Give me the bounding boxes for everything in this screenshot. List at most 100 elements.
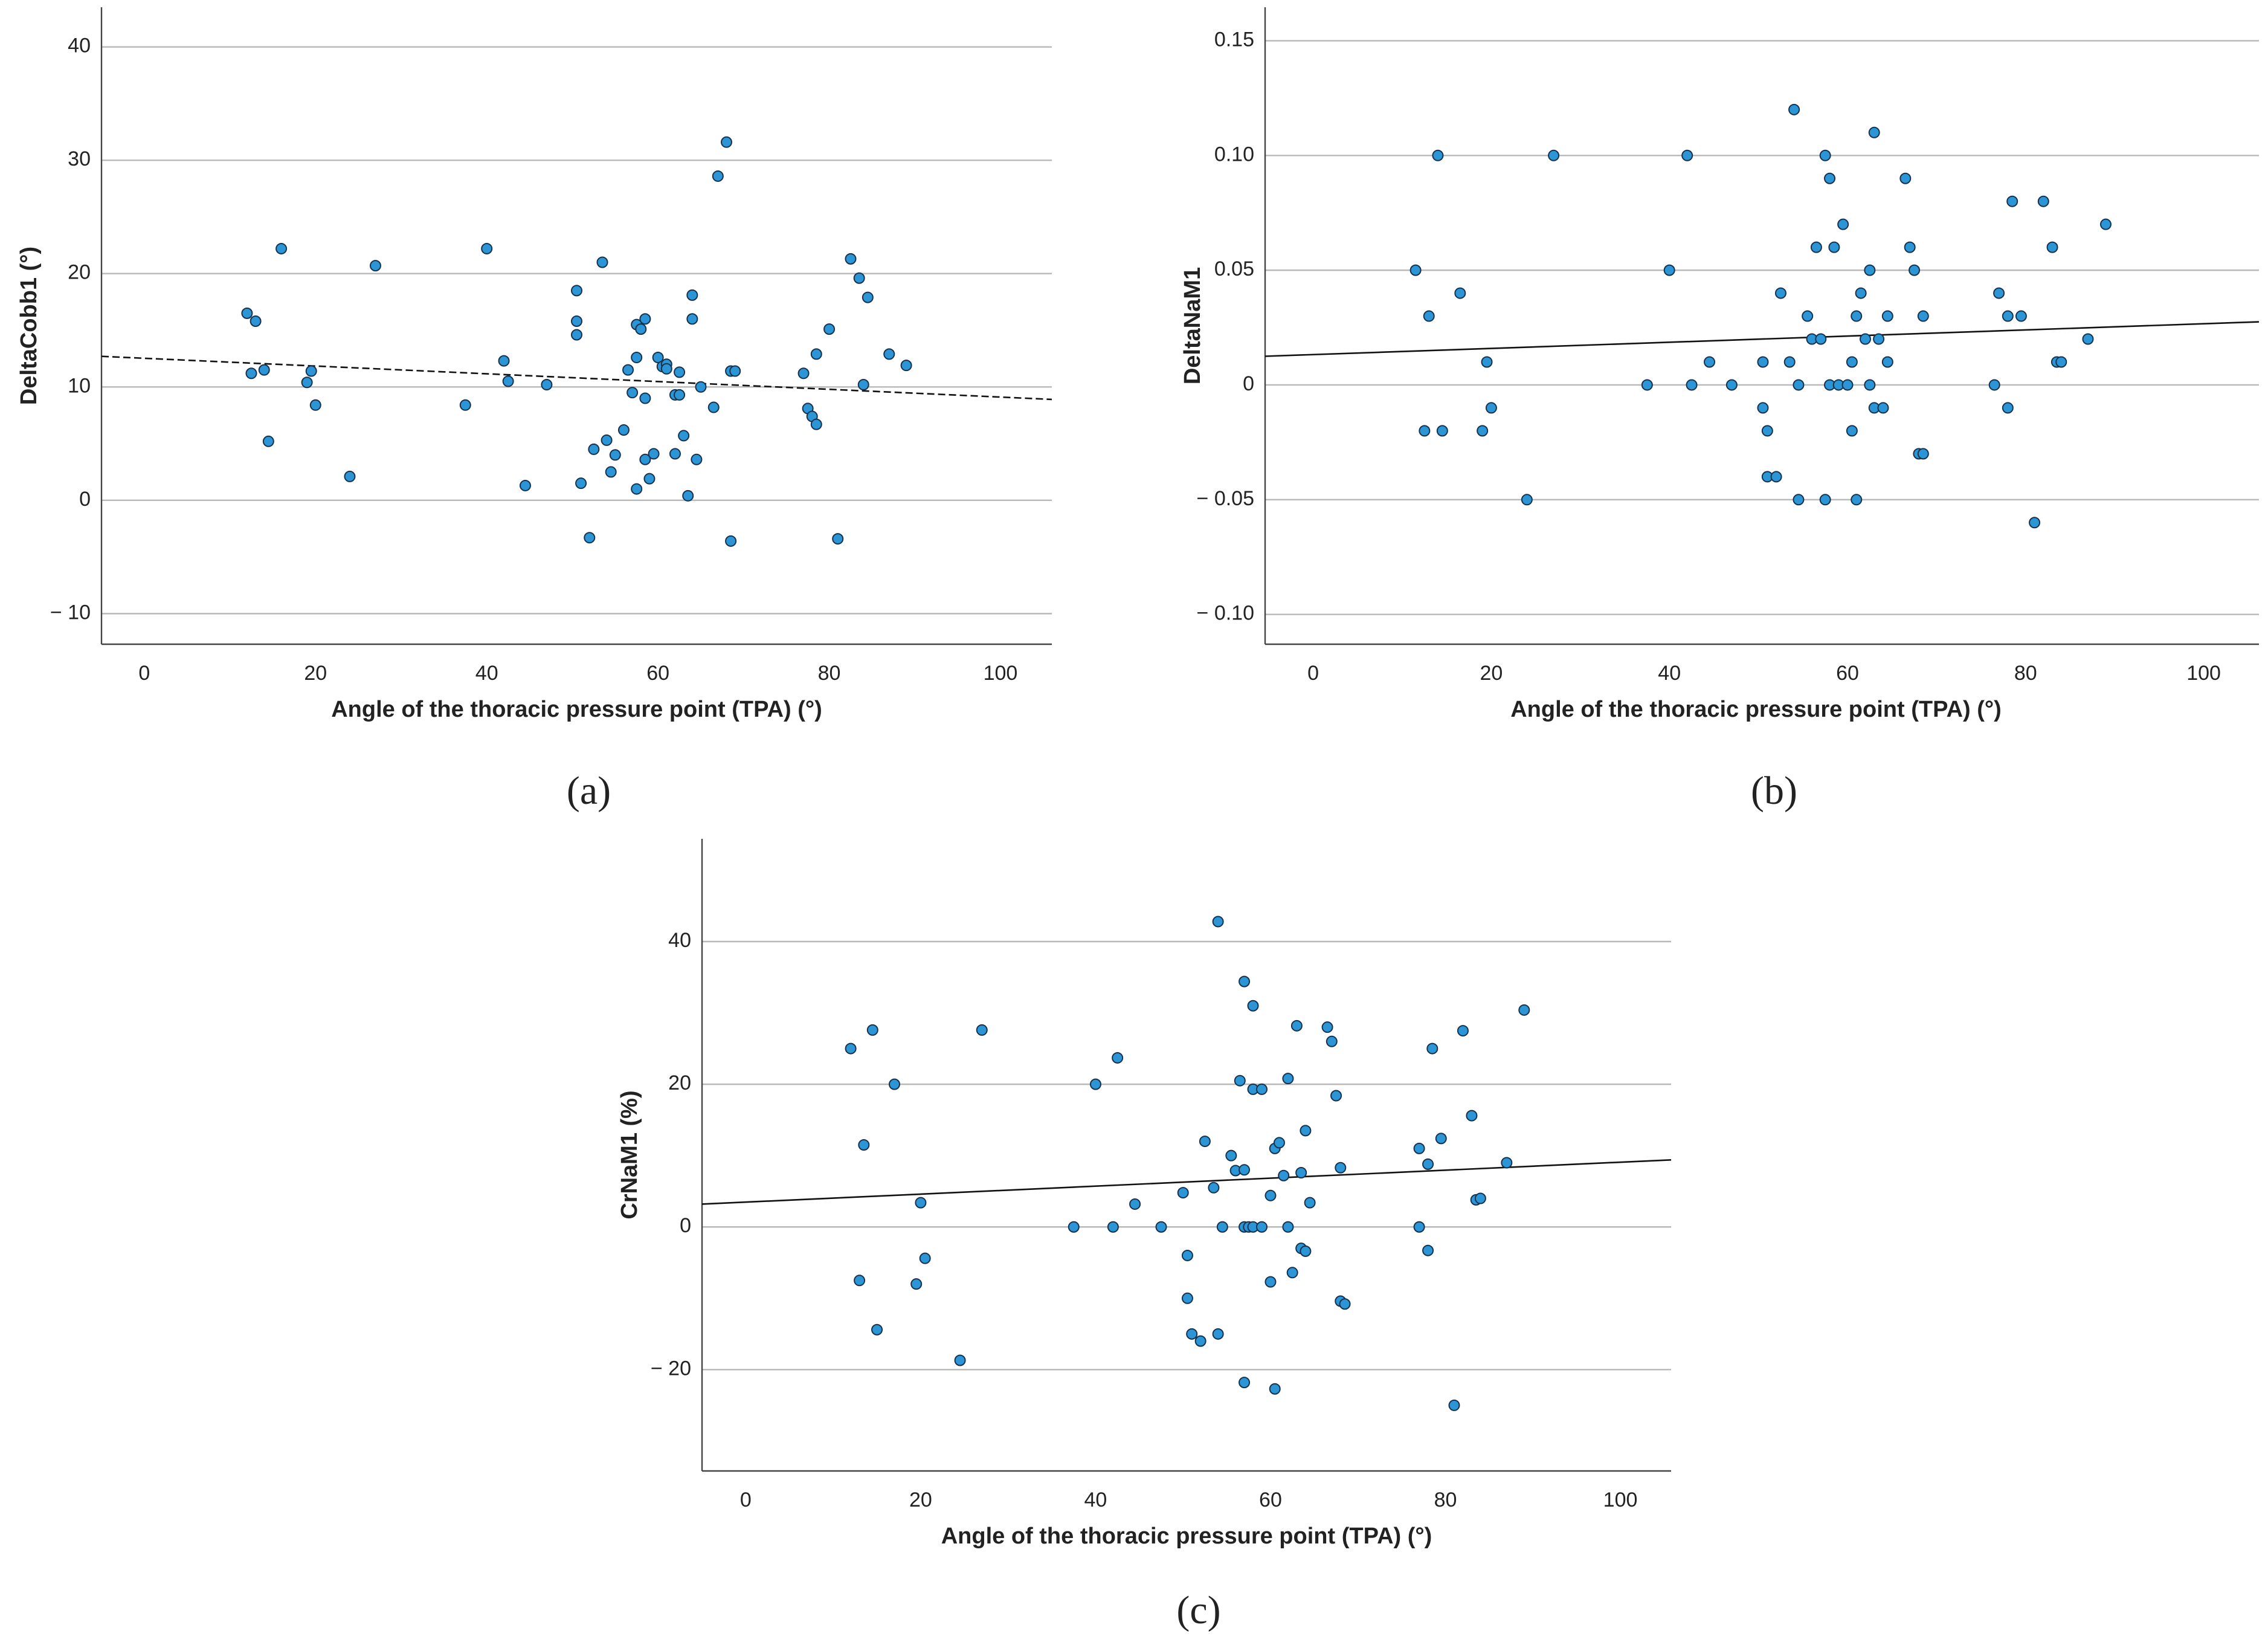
data-point [627, 387, 639, 399]
data-point [1208, 1181, 1220, 1194]
data-point [1300, 1125, 1312, 1137]
data-point [707, 401, 720, 413]
y-tick-label: − 10 [50, 601, 91, 624]
data-point [845, 253, 857, 265]
data-point [1899, 172, 1912, 184]
data-point [635, 323, 647, 335]
data-point [919, 1252, 931, 1264]
y-tick-label: 40 [68, 34, 91, 57]
y-tick-label: 0 [1243, 372, 1254, 395]
data-point [652, 352, 664, 364]
data-point [1851, 310, 1863, 322]
data-point [648, 448, 660, 460]
x-axis-title: Angle of the thoracic pressure point (TP… [331, 697, 822, 722]
data-point [1851, 494, 1863, 506]
data-point [832, 533, 844, 545]
data-point [1286, 1267, 1298, 1279]
data-point [845, 1042, 857, 1055]
data-point [669, 448, 681, 460]
panel-caption: (a) [567, 769, 611, 813]
data-point [862, 291, 874, 303]
data-point [1448, 1399, 1460, 1411]
data-point [1454, 287, 1466, 299]
data-point [1774, 287, 1786, 299]
data-point [858, 1139, 870, 1151]
data-point [631, 352, 643, 364]
data-point [519, 479, 531, 491]
y-tick-label: 0 [680, 1214, 691, 1237]
data-point [584, 532, 596, 544]
data-point [596, 256, 608, 268]
data-point [810, 348, 822, 360]
data-point [1474, 1192, 1486, 1204]
data-point [660, 363, 672, 375]
data-point [797, 367, 810, 380]
data-point [1868, 126, 1880, 138]
data-point [639, 453, 651, 465]
data-point [883, 348, 895, 360]
x-axis-title: Angle of the thoracic pressure point (TP… [1510, 697, 2002, 722]
data-point [1129, 1198, 1141, 1210]
data-point [502, 375, 514, 387]
data-point [459, 399, 471, 411]
data-point [866, 1024, 878, 1036]
data-point [1255, 1221, 1268, 1233]
data-point [1783, 356, 1796, 368]
x-tick-label: 0 [1307, 662, 1319, 685]
data-point [305, 365, 317, 377]
data-point [853, 272, 865, 284]
data-point [810, 418, 822, 430]
data-point [575, 477, 587, 490]
data-point [1501, 1157, 1513, 1169]
data-point [1300, 1245, 1312, 1257]
data-point [241, 307, 253, 319]
data-point [1107, 1221, 1119, 1233]
x-axis-title: Angle of the thoracic pressure point (TP… [941, 1524, 1432, 1549]
data-point [1686, 379, 1698, 391]
data-point [1234, 1075, 1246, 1087]
data-point [1725, 379, 1738, 391]
data-point [729, 365, 741, 377]
data-point [1335, 1162, 1347, 1174]
x-tick-label: 40 [1658, 662, 1681, 685]
data-point [720, 136, 732, 148]
data-point [1810, 241, 1822, 253]
data-point [301, 377, 313, 389]
y-tick-label: 0.15 [1214, 28, 1254, 51]
panel-caption: (b) [1751, 769, 1797, 813]
data-point [915, 1197, 927, 1209]
data-point [1264, 1189, 1277, 1201]
data-point [1466, 1110, 1478, 1122]
y-tick-label: 0 [79, 488, 91, 511]
data-point [1239, 1164, 1251, 1176]
data-point [1788, 103, 1800, 115]
data-point [1426, 1042, 1438, 1055]
data-point [481, 242, 493, 254]
data-point [1435, 1133, 1447, 1145]
data-point [2055, 356, 2067, 368]
trend-line [701, 1159, 1672, 1205]
data-point [1422, 1158, 1434, 1170]
data-point [309, 399, 321, 411]
x-tick-label: 100 [1603, 1488, 1638, 1511]
data-point [1837, 218, 1849, 230]
data-point [250, 315, 262, 327]
data-point [1186, 1328, 1198, 1340]
data-point [1704, 356, 1716, 368]
data-point [857, 379, 869, 391]
x-tick-label: 0 [138, 662, 150, 685]
y-tick-label: 20 [668, 1071, 691, 1094]
data-point [695, 381, 707, 393]
data-point [900, 360, 912, 372]
data-point [588, 443, 600, 455]
data-point [258, 364, 270, 376]
data-point [571, 315, 582, 327]
data-point [1641, 379, 1653, 391]
data-point [1181, 1292, 1193, 1304]
data-point [1855, 287, 1867, 299]
data-point [823, 323, 836, 335]
data-point [498, 355, 510, 367]
data-point [1269, 1383, 1281, 1395]
